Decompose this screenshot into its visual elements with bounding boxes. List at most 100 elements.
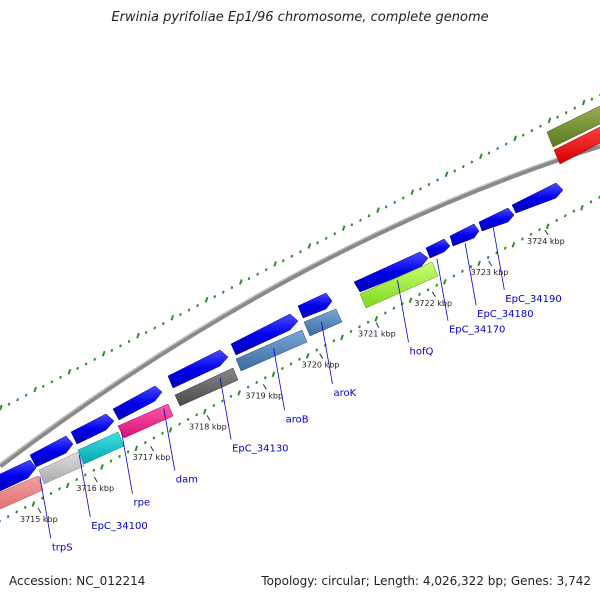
gene-label-dam[interactable]: dam	[176, 475, 198, 486]
gc-tick	[127, 339, 131, 344]
ruler-tick	[37, 507, 42, 514]
red-feature[interactable]	[553, 126, 600, 165]
gc-tick	[470, 160, 474, 164]
gc-tick	[340, 334, 344, 341]
gc-tick	[392, 306, 396, 310]
gc-tick	[273, 261, 277, 267]
gc-tick	[376, 207, 380, 213]
cds-feature[interactable]	[70, 413, 115, 445]
gene-label-hofq[interactable]: hofQ	[410, 346, 434, 357]
gene-label-arob[interactable]: aroB	[286, 414, 309, 425]
gc-tick	[239, 279, 243, 285]
gc-tick	[452, 274, 456, 278]
gene-leader-line	[397, 280, 409, 343]
gene-leader-line	[39, 476, 52, 539]
gc-tick	[92, 468, 96, 472]
cds-feature[interactable]	[112, 385, 163, 421]
gc-tick	[556, 115, 559, 119]
gene-label-epc-34130[interactable]: EpC_34130	[232, 444, 288, 455]
gc-tick	[152, 436, 156, 440]
gene-label-epc-34190[interactable]: EpC_34190	[505, 294, 561, 305]
gc-tick	[496, 146, 499, 151]
cds-feature[interactable]	[478, 207, 515, 232]
ruler-tick	[431, 291, 436, 298]
gc-tick	[427, 182, 431, 187]
ruler-label: 3720 kbp	[302, 361, 340, 370]
cds-feature[interactable]	[449, 223, 480, 247]
EpC_34130-feature[interactable]	[174, 367, 239, 407]
gene-leader-line	[436, 258, 449, 321]
trpS-feature[interactable]	[0, 475, 44, 510]
olive-feature[interactable]	[546, 105, 600, 148]
ruler-label: 3721 kbp	[358, 330, 396, 339]
gc-tick	[495, 251, 499, 255]
cds-feature[interactable]	[0, 459, 37, 492]
ruler-tick	[319, 353, 324, 359]
hofQ-feature[interactable]	[359, 261, 439, 309]
chromosome-backbone	[0, 143, 600, 468]
gc-tick	[16, 398, 19, 402]
gc-tick	[178, 422, 181, 426]
EpC_34100-feature[interactable]	[38, 451, 85, 485]
gc-tick	[110, 348, 114, 353]
gc-tick	[15, 510, 19, 514]
gc-tick	[521, 133, 525, 137]
ruler-label: 3722 kbp	[414, 299, 452, 308]
chromosome-backbone-highlight	[0, 143, 600, 465]
gene-label-epc-34170[interactable]: EpC_34170	[449, 325, 505, 336]
gc-tick	[581, 99, 586, 106]
aroK-feature[interactable]	[303, 308, 343, 337]
gc-tick	[349, 329, 353, 334]
aroB-feature[interactable]	[235, 329, 308, 372]
gc-tick	[263, 376, 267, 380]
gc-tick	[221, 399, 224, 403]
gc-tick	[93, 357, 97, 361]
gc-tick	[221, 290, 225, 294]
gc-tick	[572, 209, 576, 213]
gene-label-trps[interactable]: trpS	[52, 542, 73, 553]
gc-tick	[126, 450, 130, 454]
gc-tick	[443, 278, 447, 285]
gc-tick	[529, 232, 533, 236]
gene-label-epc-34100[interactable]: EpC_34100	[91, 521, 147, 532]
gc-tick	[271, 371, 276, 378]
cds-feature[interactable]	[167, 349, 229, 389]
gc-tick	[589, 200, 593, 204]
ruler-label: 3716 kbp	[76, 484, 114, 493]
accession-label: Accession: NC_012214	[9, 574, 146, 588]
gc-tick	[255, 380, 259, 384]
gc-tick	[119, 344, 122, 348]
gc-tick	[324, 236, 328, 240]
gc-tick	[333, 232, 337, 236]
gc-tick	[573, 106, 577, 110]
cds-feature[interactable]	[425, 238, 451, 259]
gc-tick	[213, 295, 217, 299]
gene-label-rpe[interactable]: rpe	[134, 498, 151, 509]
gc-tick	[31, 501, 36, 507]
gc-tick	[307, 243, 312, 249]
cds-feature[interactable]	[353, 251, 429, 293]
gc-tick	[161, 321, 165, 326]
gc-tick	[41, 384, 45, 388]
gene-label-epc-34180[interactable]: EpC_34180	[477, 309, 533, 320]
gc-tick	[305, 353, 310, 359]
gene-leader-line	[464, 243, 477, 306]
map-title: Erwinia pyrifoliae Ep1/96 chromosome, co…	[111, 10, 489, 25]
gc-tick	[563, 214, 567, 218]
cds-feature[interactable]	[230, 313, 299, 356]
gc-tick	[49, 491, 53, 496]
gc-tick	[186, 417, 190, 422]
ruler-label: 3719 kbp	[245, 391, 283, 400]
cds-feature[interactable]	[29, 435, 74, 468]
gc-tick	[299, 250, 302, 254]
gc-tick	[408, 297, 413, 304]
gc-tick	[461, 164, 465, 169]
gc-tick	[538, 228, 541, 232]
cds-feature[interactable]	[511, 182, 564, 214]
cds-feature[interactable]	[297, 292, 333, 319]
gc-tick	[479, 153, 483, 160]
gc-tick	[383, 311, 387, 315]
gene-label-arok[interactable]: aroK	[333, 388, 356, 399]
ruler-label: 3724 kbp	[527, 237, 565, 246]
gc-tick	[298, 357, 301, 361]
